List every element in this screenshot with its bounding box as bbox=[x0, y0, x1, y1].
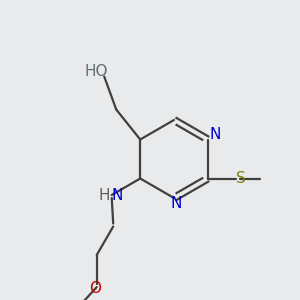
Text: N: N bbox=[171, 196, 182, 211]
Text: O: O bbox=[89, 281, 101, 296]
Text: H: H bbox=[98, 188, 110, 202]
Text: HO: HO bbox=[84, 64, 108, 79]
Text: N: N bbox=[111, 188, 123, 202]
Text: N: N bbox=[210, 127, 221, 142]
Text: S: S bbox=[236, 171, 246, 186]
